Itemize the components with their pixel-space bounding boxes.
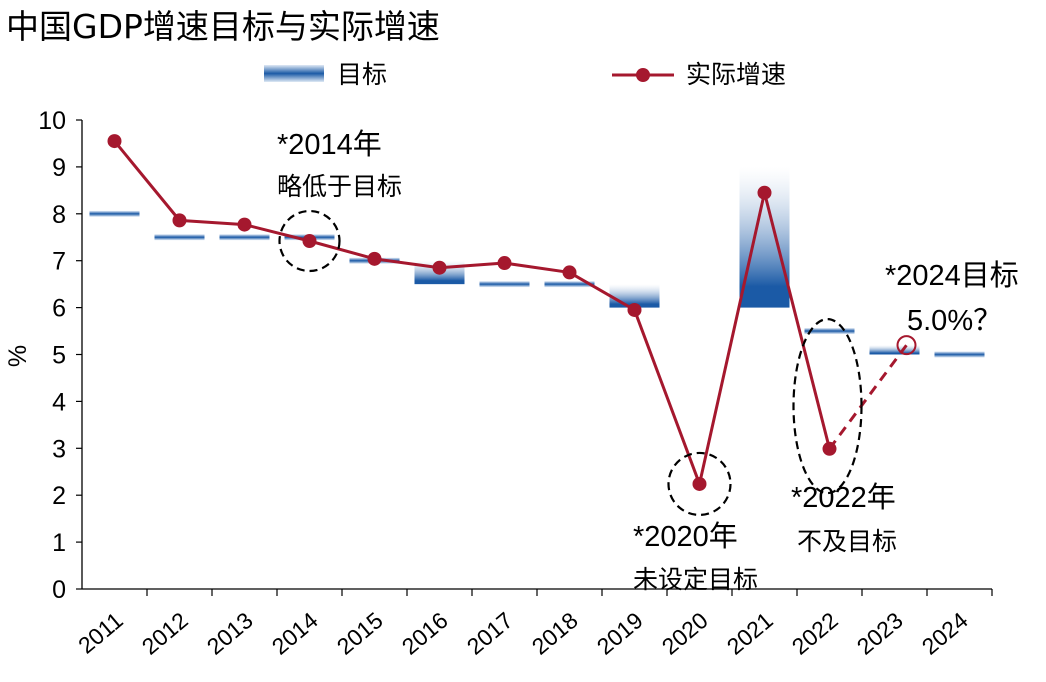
annotation-2022-year: *2022年	[791, 481, 896, 514]
target-bar	[219, 234, 270, 241]
y-tick-label: 2	[52, 482, 66, 510]
y-tick-label: 4	[52, 388, 66, 416]
y-tick-label: 0	[52, 576, 66, 604]
x-tick-label: 2017	[462, 607, 518, 660]
x-tick-label: 2014	[267, 607, 323, 660]
legend-actual-label: 实际增速	[686, 60, 786, 89]
actual-point	[627, 302, 642, 317]
annotation-2024-title: *2024目标	[885, 259, 1019, 292]
annotation-2020-year: *2020年	[633, 520, 738, 553]
legend: 目标 实际增速	[264, 60, 786, 89]
annotation-2020: *2020年 未设定目标	[633, 451, 758, 594]
annotation-2024-value: 5.0%？	[907, 305, 1002, 337]
y-tick-label: 8	[52, 201, 66, 229]
actual-point	[497, 256, 512, 271]
annotation-2014: *2014年 略低于目标	[277, 128, 402, 273]
target-bar	[869, 345, 920, 355]
legend-actual-swatch-marker	[636, 68, 650, 82]
x-tick-label: 2024	[917, 607, 973, 660]
actual-point	[302, 234, 317, 249]
annotation-2014-note: 略低于目标	[277, 172, 402, 201]
y-tick-label: 7	[52, 248, 66, 276]
x-tick-label: 2021	[722, 607, 778, 660]
actual-point	[367, 251, 382, 266]
highlight-circle-2014	[278, 209, 341, 273]
target-bar	[804, 328, 855, 335]
y-tick-label: 6	[52, 295, 66, 323]
x-tick-label: 2022	[787, 607, 843, 660]
y-tick-label: 3	[52, 435, 66, 463]
actual-point	[172, 213, 187, 228]
annotation-2014-year: *2014年	[277, 128, 382, 161]
x-tick-label: 2019	[592, 607, 648, 660]
actual-point	[237, 217, 252, 232]
x-tick-label: 2018	[527, 607, 583, 660]
actual-point	[107, 134, 122, 149]
legend-target-swatch	[264, 65, 324, 82]
projected-point-marker	[896, 335, 917, 356]
target-bar	[479, 281, 530, 288]
x-tick-label: 2020	[657, 607, 713, 660]
actual-growth-line	[113, 140, 831, 486]
annotation-2020-note: 未设定目标	[633, 565, 758, 594]
target-bar	[544, 281, 595, 288]
actual-point	[692, 476, 707, 491]
highlight-ellipse-2022	[792, 317, 863, 495]
target-bar	[154, 234, 205, 241]
highlight-circle-2020	[667, 451, 732, 517]
y-tick-label: 5	[52, 342, 66, 370]
actual-point	[822, 441, 837, 456]
x-tick-label: 2015	[332, 607, 388, 660]
y-tick-label: 10	[38, 107, 66, 135]
actual-point	[757, 185, 772, 200]
x-tick-label: 2016	[397, 607, 453, 660]
legend-target-label: 目标	[337, 60, 387, 89]
target-bar	[89, 210, 140, 217]
annotation-2022: *2022年 不及目标	[791, 317, 897, 556]
projection-dashed-line	[828, 344, 908, 450]
annotation-2022-note: 不及目标	[797, 527, 897, 556]
y-tick-label: 1	[52, 529, 66, 557]
y-tick-label: 9	[52, 154, 66, 182]
actual-point	[432, 260, 447, 275]
x-tick-label: 2012	[137, 607, 193, 660]
y-axis-label: %	[4, 345, 32, 367]
x-tick-label: 2013	[202, 607, 258, 660]
annotation-2024: *2024目标 5.0%？	[885, 259, 1019, 356]
target-bar	[934, 351, 985, 358]
actual-point	[562, 265, 577, 280]
x-tick-label: 2011	[73, 607, 128, 659]
chart-title: 中国GDP增速目标与实际增速	[6, 7, 440, 46]
x-tick-label: 2023	[852, 607, 908, 660]
